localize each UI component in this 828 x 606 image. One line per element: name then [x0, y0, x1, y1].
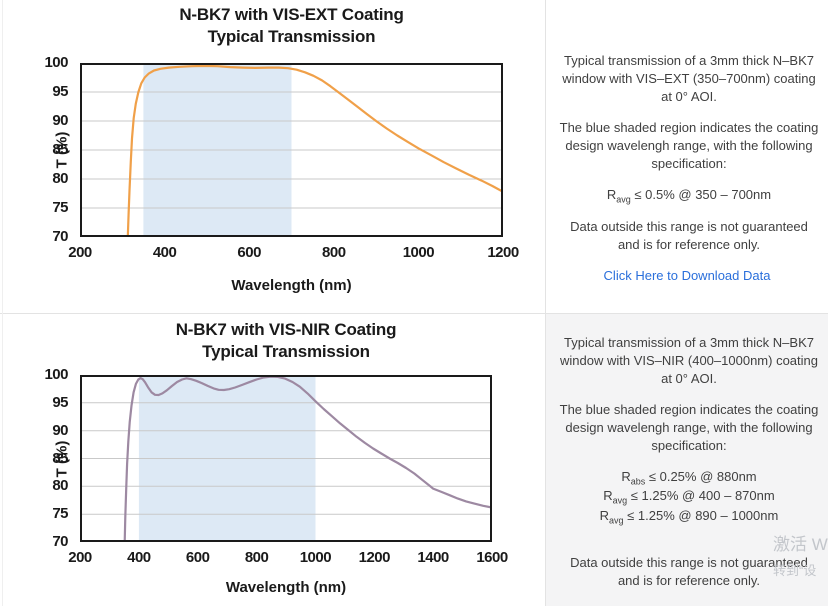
chart-title-line1: N-BK7 with VIS-EXT Coating [179, 5, 404, 24]
watermark-line2: 转到“设 [773, 563, 817, 578]
reflectance-spec: Ravg ≤ 1.25% @ 400 – 870nm [603, 488, 775, 506]
y-tick-label: 80 [52, 170, 68, 187]
x-tick-label: 1200 [358, 549, 391, 566]
y-axis-ticks: 70 75 80 85 90 95 100 [28, 366, 74, 550]
x-axis-ticks: 200 400 600 800 1000 1200 1400 1600 [68, 549, 508, 567]
chart-title-line2: Typical Transmission [202, 342, 370, 361]
chart-title: N-BK7 with VIS-EXT Coating Typical Trans… [80, 4, 503, 48]
x-tick-label: 1000 [299, 549, 332, 566]
x-tick-label: 1600 [476, 549, 508, 566]
y-tick-label: 90 [52, 112, 68, 129]
shaded-region-text: The blue shaded region indicates the coa… [559, 119, 819, 171]
watermark-line1: 激活 W [773, 535, 828, 554]
x-tick-label: 200 [68, 244, 92, 261]
y-axis-ticks: 70 75 80 85 90 95 100 [28, 54, 74, 245]
chart-title-line1: N-BK7 with VIS-NIR Coating [175, 320, 397, 339]
intro-text: Typical transmission of a 3mm thick N–BK… [560, 335, 818, 386]
x-tick-label: 800 [244, 549, 269, 566]
disclaimer-text: Data outside this range is not guarantee… [570, 554, 808, 588]
intro-text: Typical transmission of a 3mm thick N–BK… [562, 53, 816, 104]
vis-ext-description-panel: Typical transmission of a 3mm thick N–BK… [546, 0, 828, 313]
plot-border [80, 63, 503, 237]
reflectance-spec: Ravg ≤ 1.25% @ 890 – 1000nm [599, 508, 779, 526]
x-tick-label: 600 [185, 549, 210, 566]
x-axis-label: Wavelength (nm) [225, 579, 347, 596]
y-tick-label: 85 [52, 141, 68, 158]
y-tick-label: 95 [52, 393, 68, 411]
vis-nir-description-panel: Typical transmission of a 3mm thick N–BK… [546, 313, 828, 606]
download-data-link[interactable]: Click Here to Download Data [603, 268, 771, 284]
x-tick-label: 1200 [487, 244, 519, 261]
x-tick-label: 1000 [402, 244, 435, 261]
spec-list: Ravg ≤ 0.5% @ 350 – 700nm [558, 186, 820, 206]
plot-border [80, 375, 492, 542]
transmission-curve [123, 375, 492, 542]
x-axis-label: Wavelength (nm) [231, 277, 352, 294]
x-tick-label: 1400 [417, 549, 449, 566]
y-tick-label: 80 [52, 477, 68, 495]
y-tick-label: 85 [52, 449, 68, 467]
reflectance-spec: Ravg ≤ 0.5% @ 350 – 700nm [606, 186, 772, 205]
transmission-curve [126, 64, 503, 237]
x-tick-label: 200 [68, 549, 92, 566]
horizontal-divider [0, 313, 828, 314]
x-tick-label: 400 [127, 549, 151, 566]
transmission-plot [80, 63, 503, 237]
chart-title: N-BK7 with VIS-NIR Coating Typical Trans… [80, 319, 492, 363]
reflectance-spec: Rabs ≤ 0.25% @ 880nm [621, 468, 757, 487]
y-tick-label: 95 [52, 83, 68, 100]
y-tick-label: 100 [44, 54, 68, 71]
spec-list: Rabs ≤ 0.25% @ 880nm Ravg ≤ 1.25% @ 400 –… [558, 468, 820, 527]
left-edge-line [2, 0, 3, 606]
vis-nir-chart: N-BK7 with VIS-NIR Coating Typical Trans… [0, 313, 546, 606]
x-tick-label: 600 [237, 244, 261, 261]
y-tick-label: 100 [44, 366, 68, 383]
transmission-plot [80, 375, 492, 542]
shaded-region-text: The blue shaded region indicates the coa… [559, 401, 819, 453]
x-axis-ticks: 200 400 600 800 1000 1200 [68, 244, 519, 262]
y-tick-label: 75 [52, 505, 68, 523]
y-tick-label: 70 [52, 228, 68, 245]
vertical-divider [545, 0, 546, 606]
y-tick-label: 90 [52, 421, 68, 439]
windows-activation-watermark: 激活 W 转到“设 [773, 534, 828, 580]
vis-ext-chart: N-BK7 with VIS-EXT Coating Typical Trans… [0, 0, 546, 313]
chart-title-line2: Typical Transmission [207, 27, 376, 46]
y-tick-label: 70 [52, 533, 68, 550]
download-data-link[interactable]: Click Here to Download Data [604, 603, 771, 606]
disclaimer-text: Data outside this range is not guarantee… [570, 219, 808, 253]
y-tick-label: 75 [52, 199, 68, 216]
x-tick-label: 800 [322, 244, 346, 261]
x-tick-label: 400 [152, 244, 177, 261]
